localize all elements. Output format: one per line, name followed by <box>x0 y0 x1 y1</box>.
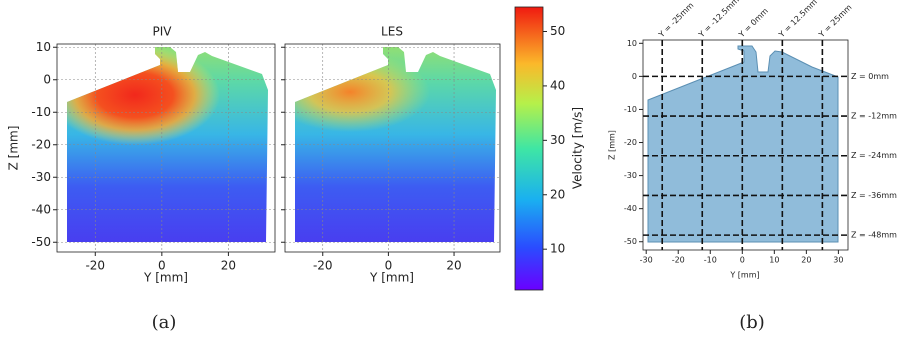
colorbar-tick-label: 30 <box>550 133 565 147</box>
section-label: Y = -12.5mm <box>696 0 741 40</box>
section-label: Y = 25mm <box>816 3 853 40</box>
section-label: Z = -24mm <box>851 151 897 160</box>
x-tick-label: 20 <box>221 259 236 273</box>
section-label: Z = -12mm <box>851 112 897 121</box>
y-tick-label: -10 <box>624 105 637 114</box>
y-tick-label: -40 <box>31 202 51 216</box>
y-tick-label: -50 <box>31 235 51 249</box>
axes-frame <box>56 43 276 253</box>
plot-title: PIV <box>153 25 173 39</box>
y-tick-label: 10 <box>36 40 51 54</box>
colorbar-tick-label: 50 <box>550 24 565 38</box>
y-tick-label: 0 <box>632 72 637 81</box>
section-label: Y = -25mm <box>656 1 695 40</box>
x-tick-label: 20 <box>801 256 811 265</box>
colorbar-tick-label: 10 <box>550 242 565 256</box>
x-tick-label: -20 <box>672 256 685 265</box>
y-tick-label: 10 <box>627 39 637 48</box>
plot-title: LES <box>381 25 403 39</box>
y-tick-label: -50 <box>624 237 637 246</box>
section-label: Y = 0mm <box>736 6 770 40</box>
x-label: Y [mm] <box>729 271 759 280</box>
x-tick-label: -10 <box>704 256 717 265</box>
x-label: Y [mm] <box>143 271 188 285</box>
colorbar-tick-label: 40 <box>550 78 565 92</box>
x-tick-label: -20 <box>313 259 333 273</box>
colorbar-frame <box>514 6 544 291</box>
x-tick-label: 0 <box>385 259 393 273</box>
x-tick-label: -20 <box>85 259 105 273</box>
y-tick-label: 0 <box>43 72 51 86</box>
y-label: Z [mm] <box>7 126 21 171</box>
y-tick-label: -30 <box>31 170 51 184</box>
section-label: Z = -36mm <box>851 191 897 200</box>
y-tick-label: -40 <box>624 204 637 213</box>
colorbar-tick-label: 20 <box>550 187 565 201</box>
y-label: Z [mm] <box>608 130 617 160</box>
caption: (b) <box>739 312 765 333</box>
y-tick-label: -20 <box>624 138 637 147</box>
axes-frame <box>284 43 501 253</box>
caption: (a) <box>152 312 177 333</box>
y-tick-label: -30 <box>624 171 637 180</box>
y-tick-label: -20 <box>31 137 51 151</box>
x-tick-label: 10 <box>769 256 779 265</box>
colorbar <box>515 7 543 290</box>
section-label: Z = 0mm <box>851 72 889 81</box>
section-label: Y = 12.5mm <box>776 0 819 40</box>
axes-frame <box>642 39 849 251</box>
x-label: Y [mm] <box>369 271 414 285</box>
x-tick-label: 0 <box>740 256 745 265</box>
x-tick-label: -30 <box>640 256 653 265</box>
x-tick-label: 30 <box>833 256 843 265</box>
x-tick-label: 20 <box>446 259 461 273</box>
section-label: Z = -48mm <box>851 231 897 240</box>
y-tick-label: -10 <box>31 105 51 119</box>
x-tick-label: 0 <box>158 259 166 273</box>
colorbar-label: Velocity [m/s] <box>571 107 585 189</box>
